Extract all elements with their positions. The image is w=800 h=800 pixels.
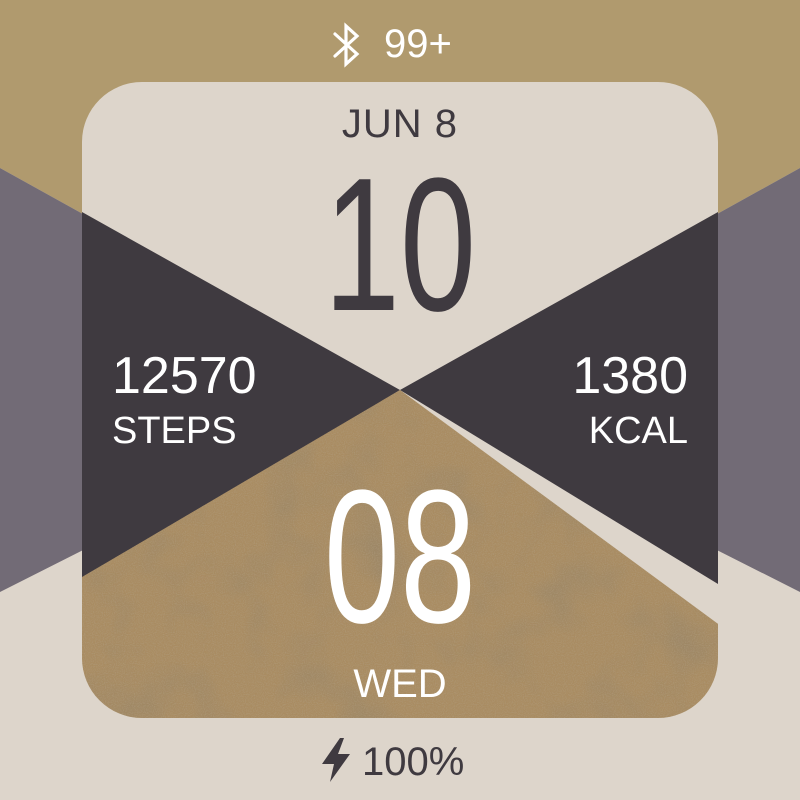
minute-digits: 08 [323,451,477,663]
calories-panel [400,212,718,584]
steps-label: STEPS [112,410,237,452]
center-card [82,82,718,718]
lightning-bolt-icon [322,738,350,782]
steps-value: 12570 [112,347,257,405]
bluetooth-icon [333,22,360,68]
steps-panel [82,212,400,584]
calories-label: KCAL [588,410,688,452]
notification-count: 99+ [384,22,452,66]
battery-level: 100% [362,740,465,784]
calories-value: 1380 [572,347,688,405]
weekday-label: WED [353,662,447,706]
date-label: JUN 8 [341,102,459,146]
hour-digits: 10 [323,139,477,351]
